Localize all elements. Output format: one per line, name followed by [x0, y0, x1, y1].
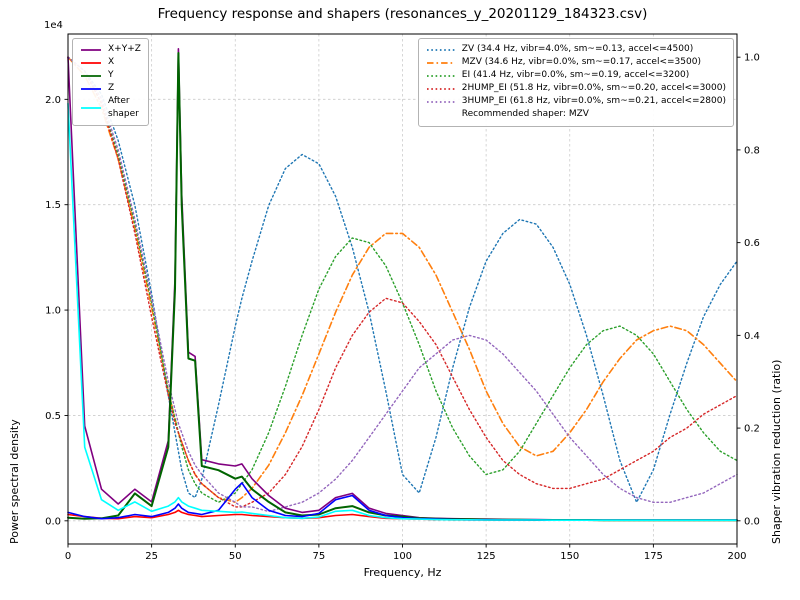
series-zv	[67, 56, 738, 503]
y-right-tick-label: 0.4	[744, 331, 760, 342]
legend-line-swatch	[81, 107, 101, 110]
y-left-tick-label: 0.0	[45, 516, 61, 527]
legend-label: After shaper	[108, 96, 139, 120]
y-right-tick-label: 0.6	[744, 238, 760, 249]
y-right-tick-label: 1.0	[744, 53, 760, 64]
recommended-shaper-note: Recommended shaper: MZV	[461, 109, 589, 120]
legend-line-swatch	[426, 74, 455, 77]
y-left-offset-label: 1e4	[44, 20, 63, 31]
x-tick-label: 0	[65, 551, 71, 562]
legend-line-swatch	[81, 48, 101, 51]
x-tick-label: 100	[393, 551, 412, 562]
legend-line-swatch	[426, 100, 455, 103]
chart-title: Frequency response and shapers (resonanc…	[157, 6, 648, 22]
legend-label: Y	[108, 70, 114, 81]
legend-item: 3HUMP_EI (61.8 Hz, vibr=0.0%, sm~=0.21, …	[426, 95, 726, 108]
legend-item: ZV (34.4 Hz, vibr=4.0%, sm~=0.13, accel<…	[426, 43, 726, 56]
series-after-shaper	[67, 102, 738, 522]
psd-legend: X+Y+Z X Y Z After shaper	[72, 38, 149, 127]
x-tick-label: 50	[229, 551, 242, 562]
series-2hump-ei	[67, 56, 738, 508]
shaper-legend: ZV (34.4 Hz, vibr=4.0%, sm~=0.13, accel<…	[417, 38, 734, 127]
legend-label: X	[108, 57, 115, 68]
legend-item: Y	[80, 69, 141, 82]
legend-label: 3HUMP_EI (61.8 Hz, vibr=0.0%, sm~=0.21, …	[461, 96, 726, 107]
y-right-axis-label: Shaper vibration reduction (ratio)	[770, 359, 783, 544]
y-left-tick-label: 2.0	[45, 95, 61, 106]
series-3hump-ei	[67, 56, 738, 513]
y-right-tick-label: 0.0	[744, 516, 760, 527]
series-ei	[67, 56, 738, 503]
x-tick-label: 75	[313, 551, 326, 562]
legend-line-swatch	[81, 74, 101, 77]
legend-label: Z	[108, 83, 115, 94]
x-tick-label: 200	[727, 551, 746, 562]
legend-label: X+Y+Z	[108, 44, 141, 54]
legend-item: X+Y+Z	[80, 43, 141, 56]
legend-label: MZV (34.6 Hz, vibr=0.0%, sm~=0.17, accel…	[461, 57, 701, 68]
legend-label: ZV (34.4 Hz, vibr=4.0%, sm~=0.13, accel<…	[461, 44, 694, 54]
y-left-tick-label: 0.5	[45, 411, 61, 422]
y-left-axis-label: Power spectral density	[8, 419, 21, 544]
legend-item: Z	[80, 82, 141, 95]
y-left-tick-label: 1.5	[45, 200, 61, 211]
y-right-tick-label: 0.8	[744, 145, 760, 156]
legend-label: 2HUMP_EI (51.8 Hz, vibr=0.0%, sm~=0.20, …	[461, 83, 726, 94]
legend-item: EI (41.4 Hz, vibr=0.0%, sm~=0.19, accel<…	[426, 69, 726, 82]
x-tick-label: 150	[560, 551, 579, 562]
x-tick-label: 125	[477, 551, 496, 562]
x-tick-label: 25	[145, 551, 158, 562]
legend-line-swatch	[81, 87, 101, 90]
x-tick-label: 175	[644, 551, 663, 562]
legend-item: MZV (34.6 Hz, vibr=0.0%, sm~=0.17, accel…	[426, 56, 726, 69]
legend-item: X	[80, 56, 141, 69]
legend-line-swatch	[426, 48, 455, 51]
legend-line-swatch	[426, 87, 455, 90]
legend-line-swatch	[426, 61, 455, 64]
legend-item: 2HUMP_EI (51.8 Hz, vibr=0.0%, sm~=0.20, …	[426, 82, 726, 95]
y-left-tick-label: 1.0	[45, 306, 61, 317]
legend-label: EI (41.4 Hz, vibr=0.0%, sm~=0.19, accel<…	[461, 70, 690, 81]
x-axis-label: Frequency, Hz	[363, 566, 442, 579]
legend-item: After shaper	[80, 95, 141, 121]
legend-line-swatch	[81, 61, 101, 64]
series-mzv	[67, 56, 738, 504]
y-right-tick-label: 0.2	[744, 424, 760, 435]
